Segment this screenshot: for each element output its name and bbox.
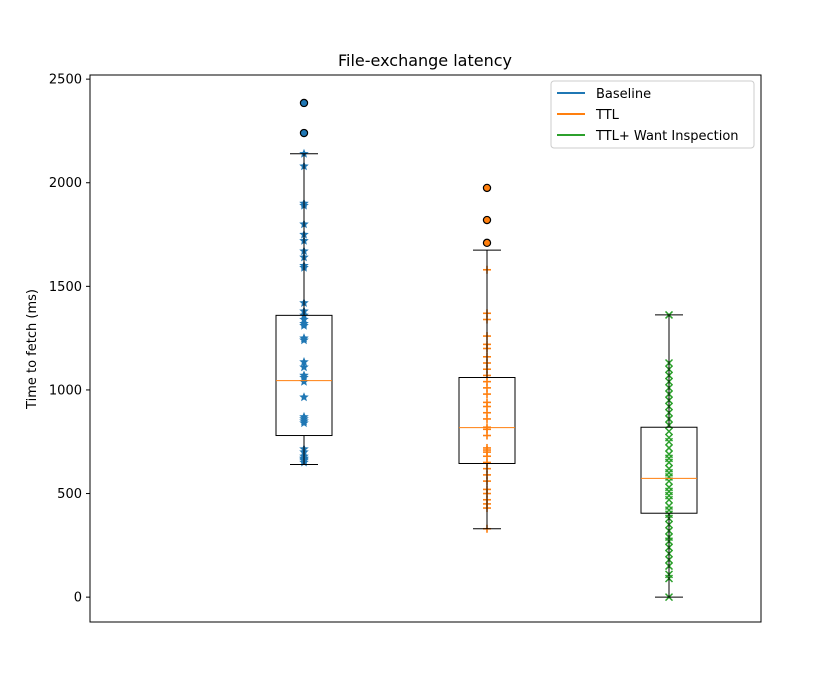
outlier-point: [482, 183, 492, 193]
data-point: [483, 443, 491, 452]
y-tick-label: 500: [57, 487, 82, 502]
legend-label: TTL: [595, 108, 620, 123]
data-point: [664, 501, 674, 511]
outlier-point: [482, 238, 492, 248]
data-point: [483, 398, 491, 407]
y-tick-label: 1500: [49, 280, 82, 295]
data-point: [664, 433, 674, 442]
legend-label: TTL+ Want Inspection: [595, 129, 739, 144]
legend: Baseline TTL TTL+ Want Inspection: [550, 80, 755, 149]
boxplot-baseline: [275, 98, 333, 467]
data-point: [299, 314, 309, 324]
chart-title: File-exchange latency: [338, 51, 512, 70]
data-point: [664, 427, 674, 436]
data-point-stroke: [664, 483, 674, 492]
data-point: [299, 376, 309, 386]
data-point: [299, 356, 309, 367]
data-point-stroke: [664, 464, 674, 473]
data-point: [299, 362, 309, 372]
data-point: [664, 464, 674, 473]
data-point: [299, 392, 309, 402]
y-tick-label: 2000: [49, 176, 82, 191]
plot-frame: [89, 74, 762, 623]
outlier-point: [299, 98, 309, 108]
data-point: [299, 318, 309, 328]
y-tick-label: 1000: [49, 383, 82, 398]
outlier-point: [299, 128, 309, 138]
y-tick-label: 0: [74, 591, 82, 606]
data-point: [664, 483, 674, 492]
box-iqr: [640, 426, 698, 514]
legend-box: [550, 80, 755, 149]
data-point-stroke: [664, 501, 674, 511]
data-point: [299, 411, 309, 421]
data-point-stroke: [664, 427, 674, 436]
data-point: [299, 370, 309, 380]
y-axis-ticks: 0 500 1000 1500 2000 2500: [49, 73, 90, 606]
data-point-stroke: [664, 433, 674, 442]
y-tick-label: 2500: [49, 73, 82, 88]
box-iqr: [458, 377, 516, 464]
boxplot-ttl-want-inspection: [640, 310, 698, 602]
data-point-stroke: [664, 443, 674, 452]
data-point: [299, 333, 309, 343]
outlier-point: [482, 215, 492, 225]
box-iqr: [275, 314, 333, 437]
data-point: [664, 443, 674, 452]
data-point: [664, 450, 674, 459]
data-point-stroke: [664, 450, 674, 459]
boxplot-ttl: [458, 183, 516, 533]
boxplots: [275, 98, 698, 602]
legend-label: Baseline: [596, 87, 651, 102]
y-axis-label: Time to fetch (ms): [25, 289, 40, 410]
